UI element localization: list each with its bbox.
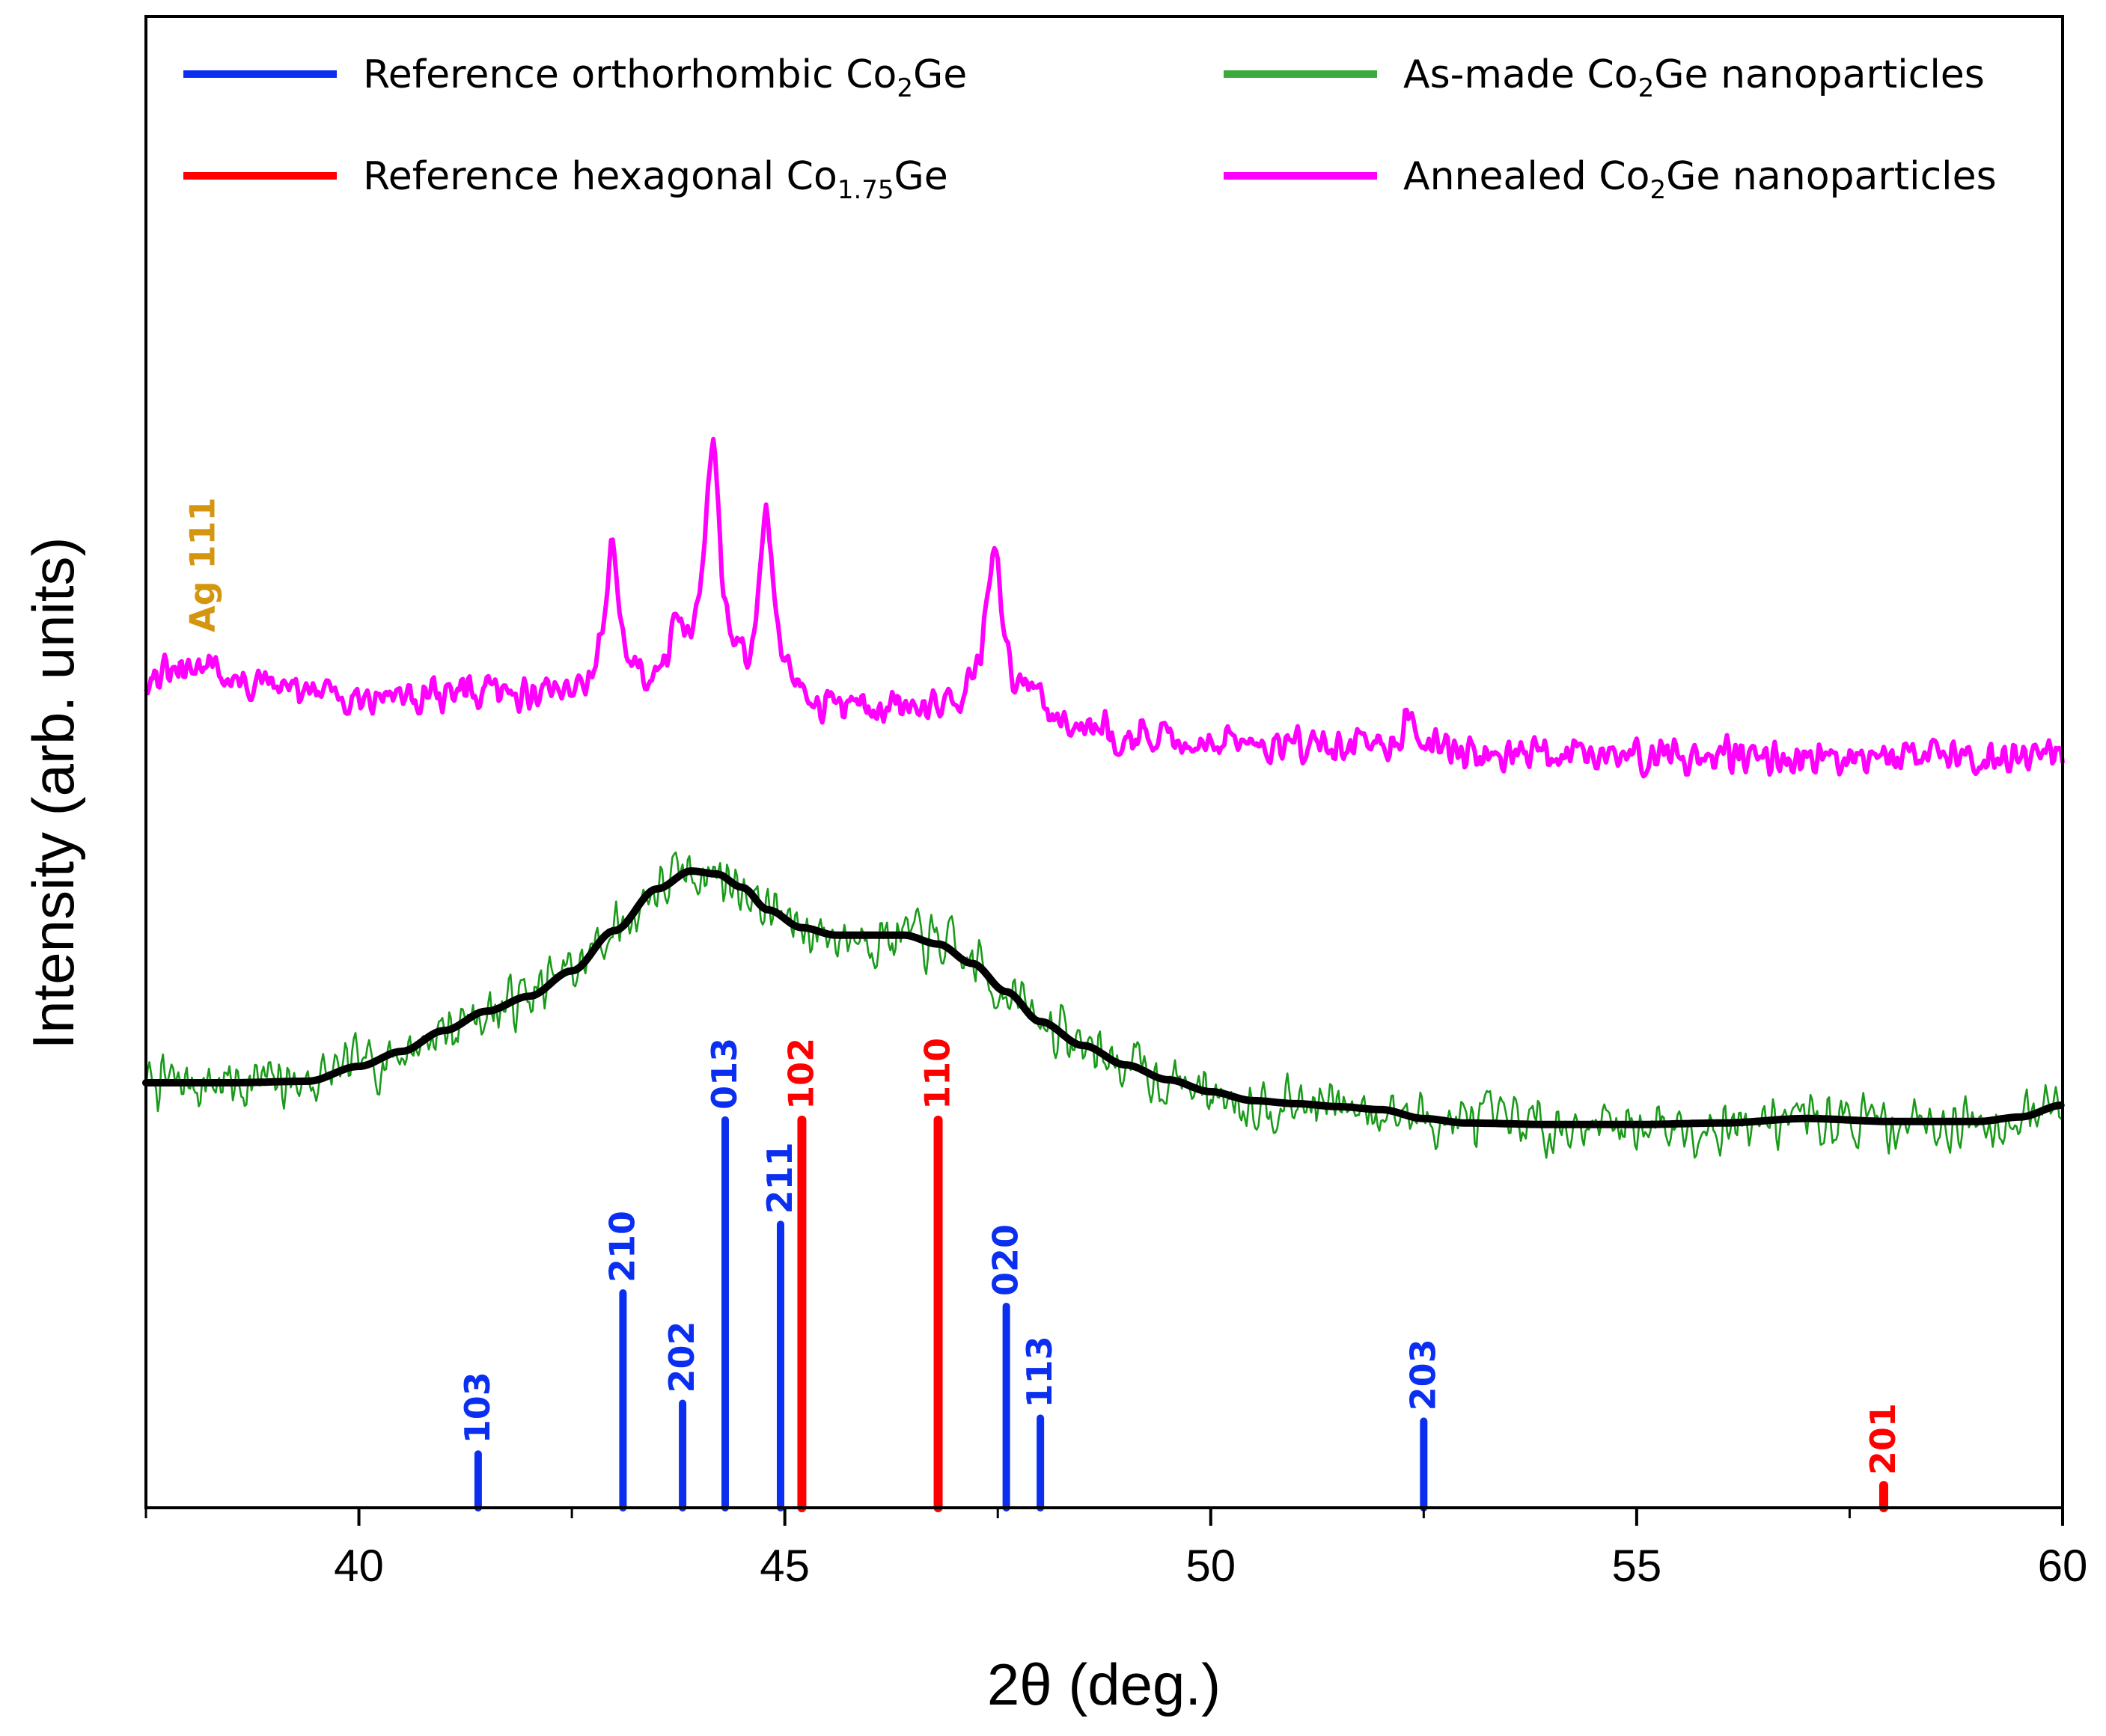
plot-frame xyxy=(144,15,2064,1509)
y-axis-title: Intensity (arb. units) xyxy=(20,537,86,1050)
legend-label-suffix: Ge nanoparticles xyxy=(1666,154,1997,199)
x-tick-label-60: 60 xyxy=(2038,1541,2088,1591)
legend-label-subscript: 2 xyxy=(1649,175,1666,205)
reference_hexagonal-label-110: 110 xyxy=(918,1038,958,1110)
legend-label-subscript: 2 xyxy=(897,73,913,103)
x-tick-label-40: 40 xyxy=(334,1541,384,1591)
reference_orthorhombic-label-203: 203 xyxy=(1403,1339,1443,1410)
reference_orthorhombic-label-202: 202 xyxy=(662,1321,702,1393)
reference_hexagonal-label-201: 201 xyxy=(1863,1403,1903,1475)
annealed-data-line xyxy=(144,436,2065,779)
legend-label-asmade: As-made Co2Ge nanoparticles xyxy=(1403,52,1985,103)
legend-label-prefix: As-made Co xyxy=(1403,52,1638,97)
ag-111-annotation: Ag 111 xyxy=(183,497,223,632)
as-made-smooth-fit-line xyxy=(142,867,2065,1128)
reference-patterns: 103 210 202 013 211 020 113 203 102 110 201 xyxy=(457,1038,1903,1512)
legend-label-hex: Reference hexagonal Co1.75Ge xyxy=(363,154,948,205)
x-axis: 40 45 50 55 60 xyxy=(144,1508,2088,1591)
reference_orthorhombic-label-210: 210 xyxy=(602,1211,642,1283)
legend-label-annealed: Annealed Co2Ge nanoparticles xyxy=(1403,154,1997,205)
reference_hexagonal-label-102: 102 xyxy=(781,1038,821,1110)
legend-label-suffix: Ge nanoparticles xyxy=(1654,52,1985,97)
diffraction-curves: Ag 111 xyxy=(142,436,2065,1159)
x-tick-label-45: 45 xyxy=(760,1541,810,1591)
legend-label-subscript: 1.75 xyxy=(837,175,894,205)
reference_orthorhombic-label-020: 020 xyxy=(986,1224,1026,1296)
legend-label-prefix: Reference orthorhombic Co xyxy=(363,52,897,97)
legend-label-subscript: 2 xyxy=(1638,73,1655,103)
reference_orthorhombic-label-013: 013 xyxy=(704,1038,745,1110)
reference_orthorhombic-label-103: 103 xyxy=(457,1372,498,1443)
x-tick-label-50: 50 xyxy=(1185,1541,1236,1591)
legend-label-suffix: Ge xyxy=(894,154,948,199)
legend-label-prefix: Annealed Co xyxy=(1403,154,1649,199)
legend-label-prefix: Reference hexagonal Co xyxy=(363,154,837,199)
legend-label-suffix: Ge xyxy=(913,52,967,97)
reference_orthorhombic-label-211: 211 xyxy=(760,1142,800,1214)
x-axis-title: 2θ (deg.) xyxy=(987,1651,1221,1717)
legend-label-ortho: Reference orthorhombic Co2Ge xyxy=(363,52,967,103)
x-tick-label-55: 55 xyxy=(1612,1541,1662,1591)
reference_orthorhombic-label-113: 113 xyxy=(1019,1336,1060,1408)
